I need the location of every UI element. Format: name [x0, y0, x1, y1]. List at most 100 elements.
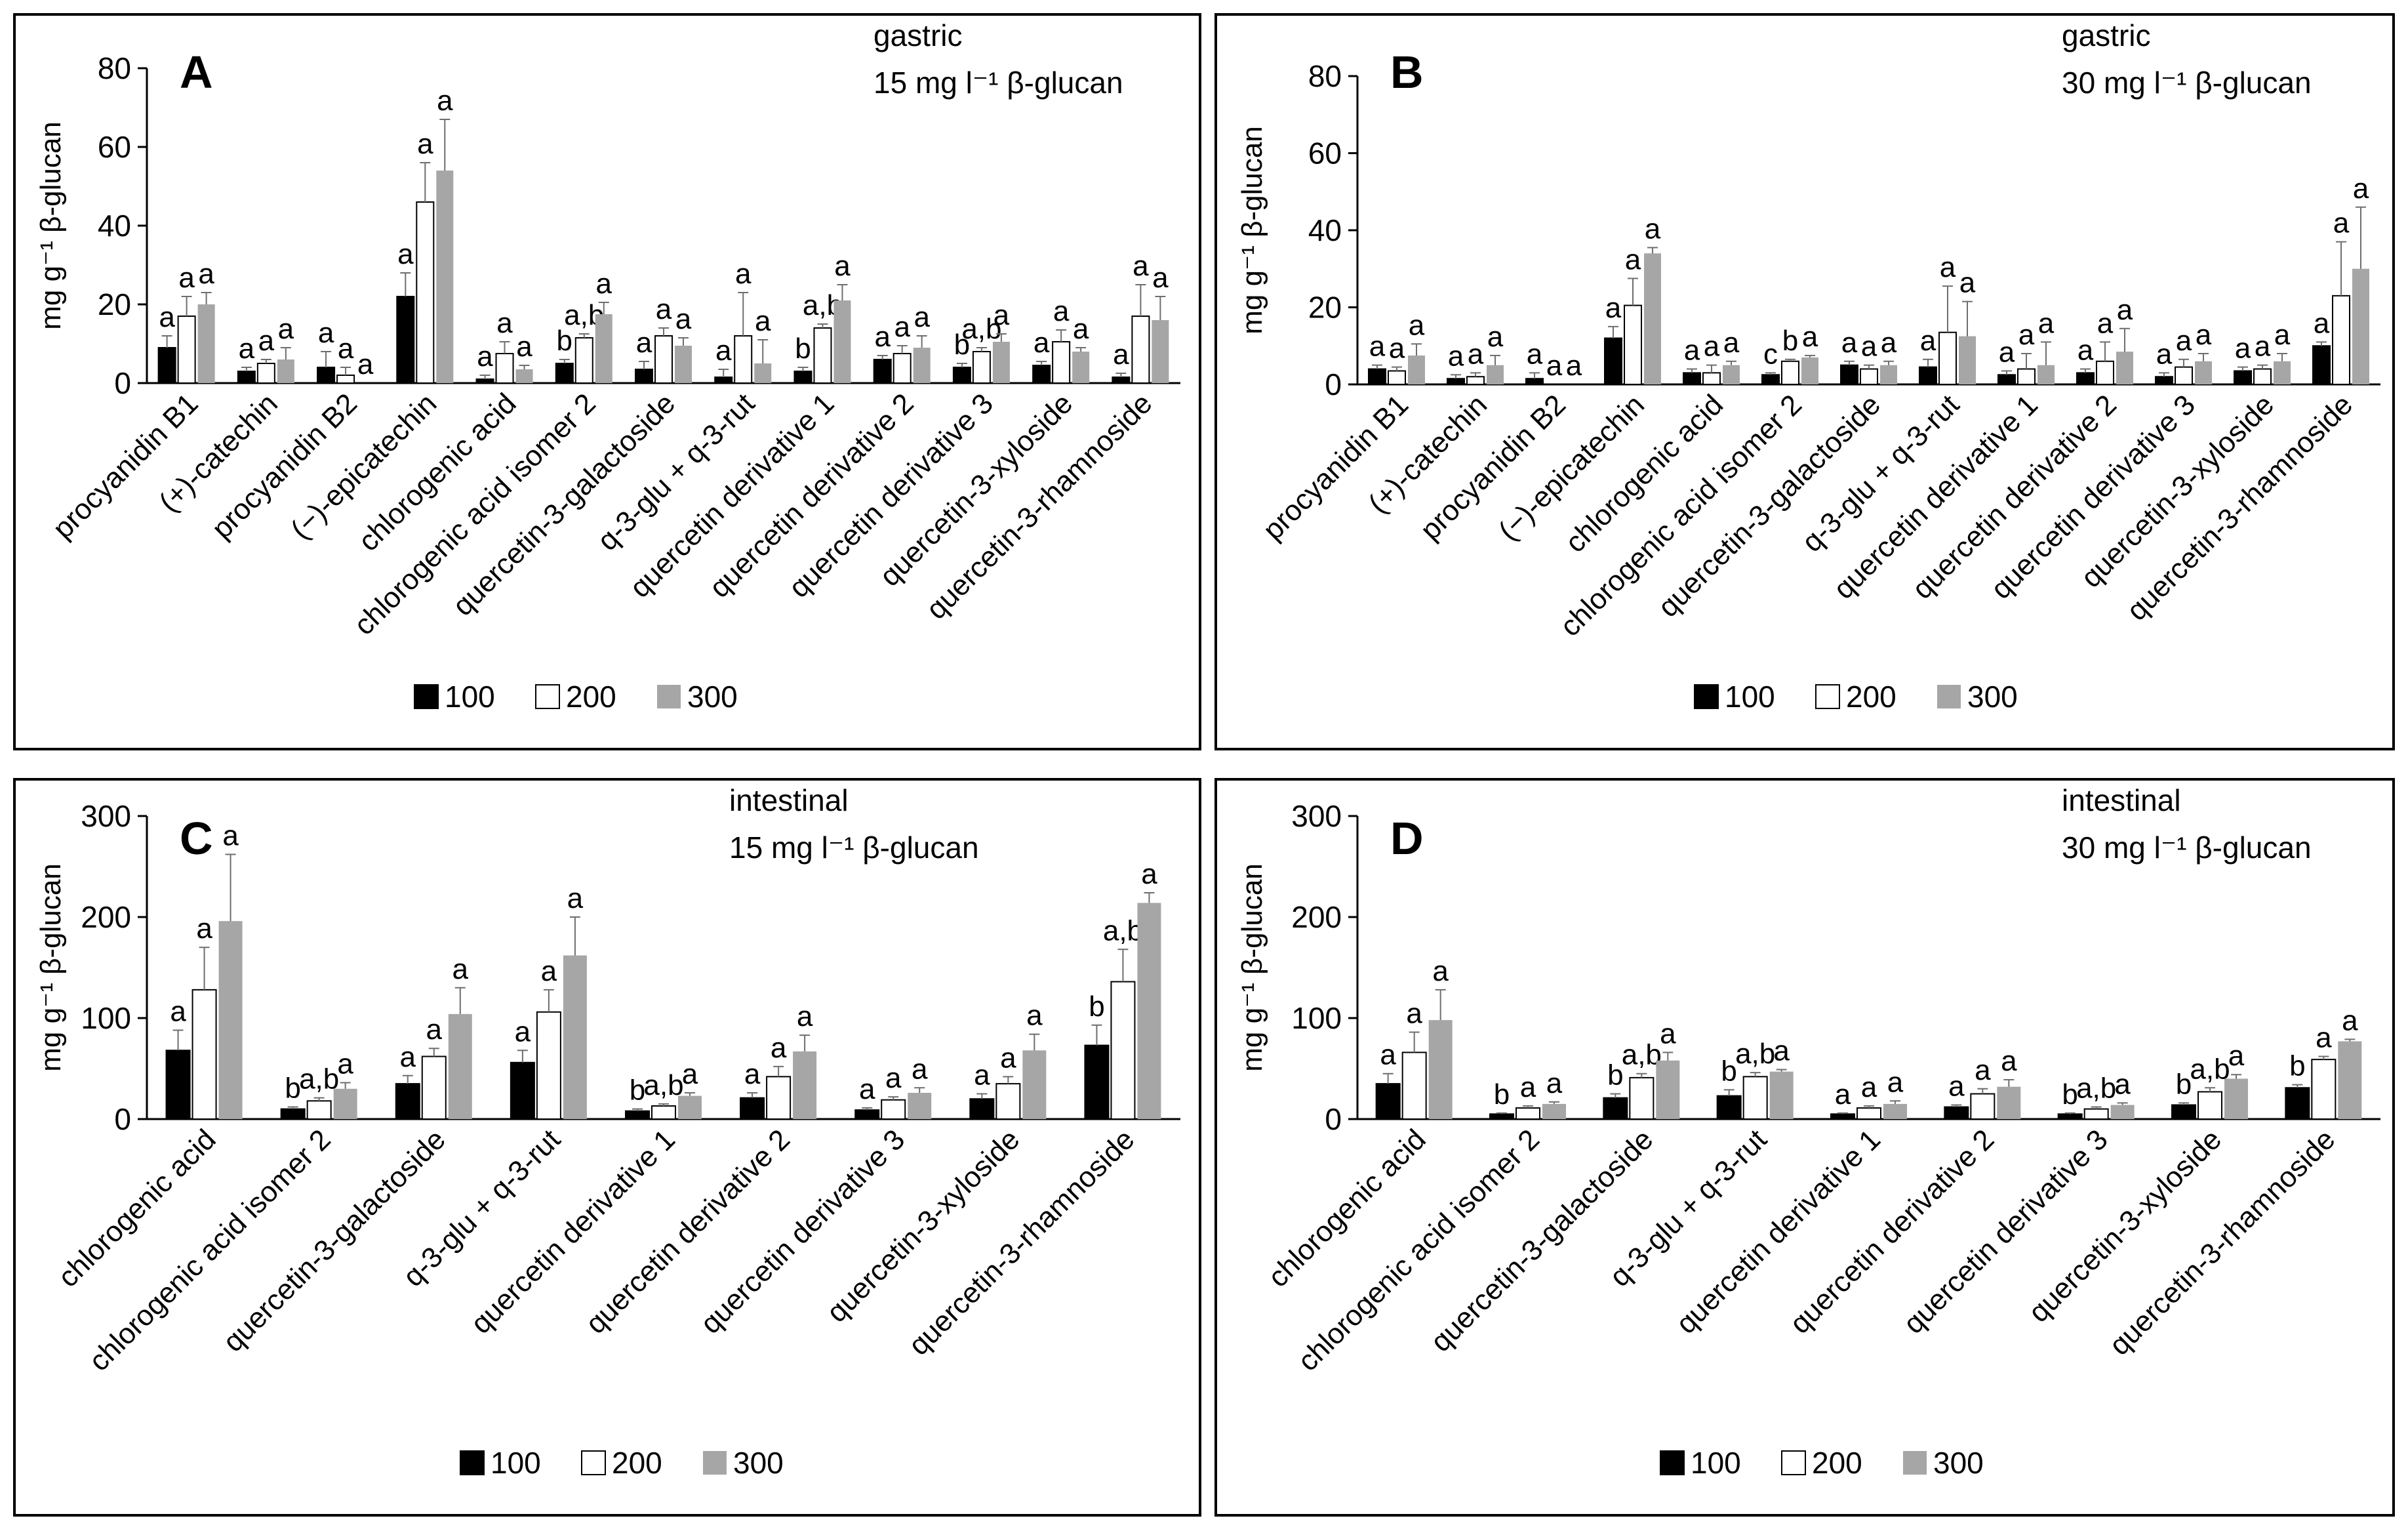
- bar-100: [1683, 372, 1701, 385]
- bar-100: [969, 1098, 995, 1120]
- y-tick-label: 100: [81, 1001, 131, 1035]
- significance-letter: b: [795, 333, 811, 365]
- bar-100: [2234, 370, 2252, 385]
- y-tick-label: 20: [1308, 291, 1342, 325]
- bar-200: [336, 375, 355, 384]
- significance-letter: a: [1773, 1035, 1790, 1067]
- significance-letter: a: [1487, 321, 1504, 353]
- legend-label: 300: [1933, 1446, 1984, 1480]
- significance-letter: a: [1000, 1042, 1016, 1074]
- bar-200: [421, 1055, 447, 1120]
- bar-200: [972, 351, 991, 384]
- panel-letter: D: [1390, 813, 1424, 864]
- bar-100: [625, 1110, 650, 1120]
- significance-letter: a: [1660, 1017, 1676, 1050]
- y-tick-label: 100: [1291, 1001, 1342, 1035]
- legend-swatch-200: [1781, 1450, 1806, 1475]
- legend-label: 200: [612, 1446, 662, 1480]
- category-group: aaa: [1604, 213, 1661, 385]
- significance-letter: a: [2333, 207, 2350, 239]
- y-tick-label: 300: [81, 799, 131, 833]
- category-group: aaa: [1032, 295, 1090, 384]
- significance-letter: a: [874, 321, 891, 353]
- significance-letter: a: [974, 1059, 990, 1092]
- significance-letter: a: [2228, 1040, 2245, 1072]
- significance-letter: a: [859, 1073, 875, 1105]
- y-tick-label: 200: [81, 900, 131, 934]
- bar-300: [1644, 253, 1661, 384]
- panel-note-2: 15 mg l⁻¹ β-glucan: [873, 66, 1123, 100]
- significance-letter: a: [1389, 333, 1405, 365]
- bar-300: [2224, 1078, 2248, 1119]
- significance-letter: a: [170, 995, 186, 1027]
- y-axis-label: mg g⁻¹ β-glucan: [1236, 126, 1268, 335]
- legend-label: 200: [1846, 680, 1896, 714]
- significance-letter: a: [1723, 327, 1740, 359]
- significance-letter: a: [1033, 327, 1050, 359]
- significance-letter: a: [1468, 338, 1484, 370]
- significance-letter: a: [1861, 331, 1877, 363]
- bar-300: [1137, 903, 1161, 1119]
- significance-letter: b: [1089, 991, 1104, 1023]
- bar-100: [510, 1061, 535, 1120]
- bar-300: [1152, 320, 1169, 383]
- significance-letter: a: [477, 340, 493, 373]
- panel-letter: A: [180, 47, 213, 98]
- bar-300: [1997, 1086, 2021, 1119]
- bar-100: [952, 367, 971, 384]
- bar-200: [2332, 295, 2350, 385]
- significance-letter: a: [1380, 1039, 1396, 1071]
- bar-300: [1428, 1020, 1453, 1119]
- category-group: aaa: [510, 882, 587, 1120]
- significance-letter: a: [1887, 1066, 1904, 1098]
- bar-100: [1525, 378, 1544, 385]
- significance-letter: a: [196, 912, 212, 945]
- bar-200: [2017, 368, 2036, 385]
- panel-note-1: intestinal: [2062, 783, 2181, 817]
- significance-letter: a: [1566, 350, 1582, 382]
- bar-300: [2195, 361, 2212, 384]
- significance-letter: a,b: [643, 1069, 683, 1101]
- bar-100: [165, 1050, 191, 1120]
- bar-100: [1716, 1095, 1742, 1120]
- significance-letter: b: [1782, 325, 1798, 357]
- significance-letter: a: [2274, 319, 2291, 351]
- bar-200: [1624, 304, 1642, 385]
- legend-swatch-200: [535, 684, 560, 709]
- significance-letter: a: [278, 313, 294, 345]
- legend-label: 300: [733, 1446, 784, 1480]
- bar-200: [766, 1076, 792, 1120]
- significance-letter: a: [1948, 1070, 1965, 1102]
- significance-letter: b: [2062, 1078, 2077, 1111]
- panel-note-1: intestinal: [729, 783, 849, 817]
- bar-300: [595, 314, 612, 383]
- bar-300: [833, 300, 851, 383]
- category-group: ba,ba: [280, 1048, 357, 1120]
- panel-note-1: gastric: [2062, 18, 2150, 52]
- significance-letter: a: [1861, 1071, 1877, 1103]
- significance-letter: a,b: [1103, 914, 1143, 947]
- significance-letter: a: [1802, 321, 1818, 353]
- significance-letter: a: [1448, 340, 1464, 372]
- significance-letter: b: [1607, 1059, 1623, 1092]
- bar-200: [1466, 376, 1485, 385]
- significance-letter: a: [2018, 319, 2035, 351]
- legend-swatch-100: [414, 684, 439, 709]
- bar-100: [280, 1108, 306, 1120]
- significance-letter: a: [744, 1058, 761, 1090]
- category-group: ba,ba: [1716, 1035, 1794, 1120]
- category-group: aaa: [740, 1000, 817, 1120]
- legend-label: 100: [491, 1446, 541, 1480]
- significance-letter: a: [2001, 1045, 2017, 1077]
- bar-100: [1603, 1097, 1628, 1120]
- bar-300: [1880, 365, 1897, 384]
